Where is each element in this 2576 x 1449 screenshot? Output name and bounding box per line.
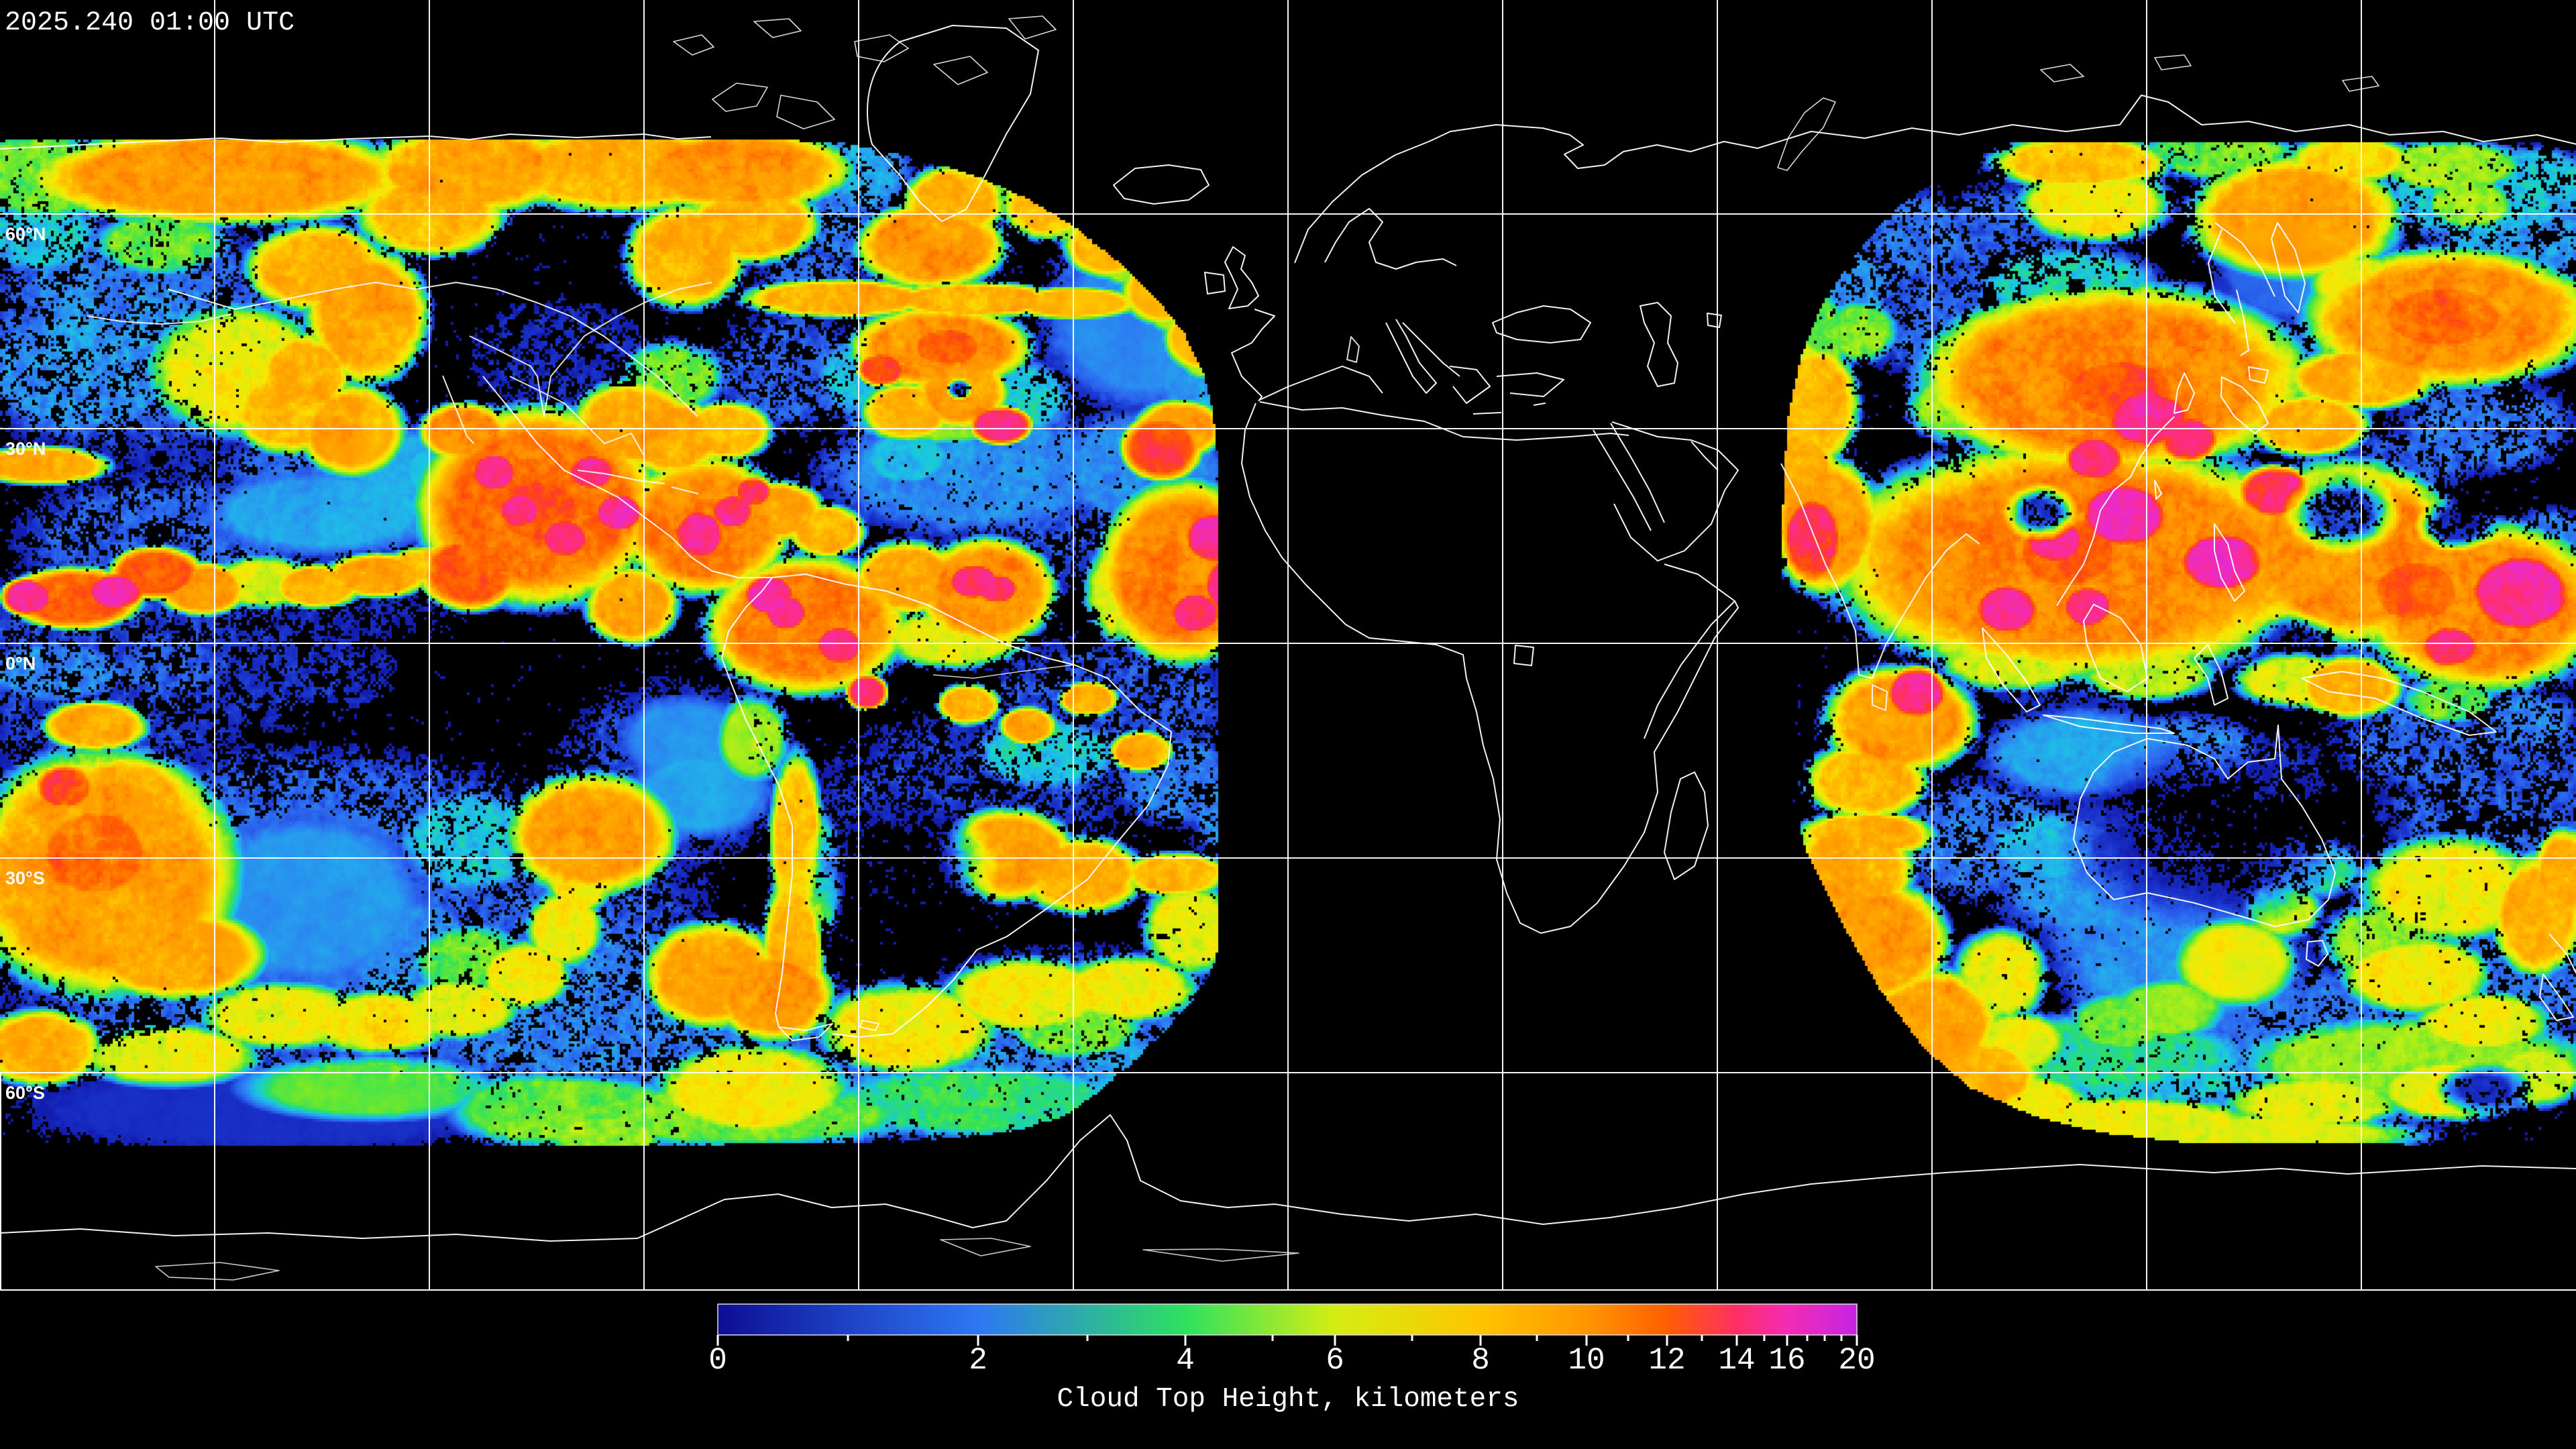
svg-text:14: 14 [1718, 1343, 1755, 1378]
svg-text:16: 16 [1768, 1343, 1805, 1378]
svg-text:Cloud Top Height, kilometers: Cloud Top Height, kilometers [1057, 1384, 1519, 1415]
svg-text:12: 12 [1648, 1343, 1685, 1378]
svg-text:4: 4 [1176, 1343, 1195, 1378]
svg-text:20: 20 [1838, 1343, 1875, 1378]
svg-text:6: 6 [1326, 1343, 1344, 1378]
svg-text:10: 10 [1568, 1343, 1605, 1378]
svg-text:60°S: 60°S [5, 1083, 45, 1103]
svg-text:2025.240 01:00 UTC: 2025.240 01:00 UTC [5, 8, 294, 38]
svg-text:30°N: 30°N [5, 439, 46, 459]
svg-text:30°S: 30°S [5, 868, 45, 888]
svg-text:0°N: 0°N [5, 653, 36, 674]
svg-text:2: 2 [969, 1343, 987, 1378]
svg-text:60°N: 60°N [5, 224, 46, 244]
svg-text:8: 8 [1471, 1343, 1490, 1378]
svg-text:0: 0 [708, 1343, 727, 1378]
